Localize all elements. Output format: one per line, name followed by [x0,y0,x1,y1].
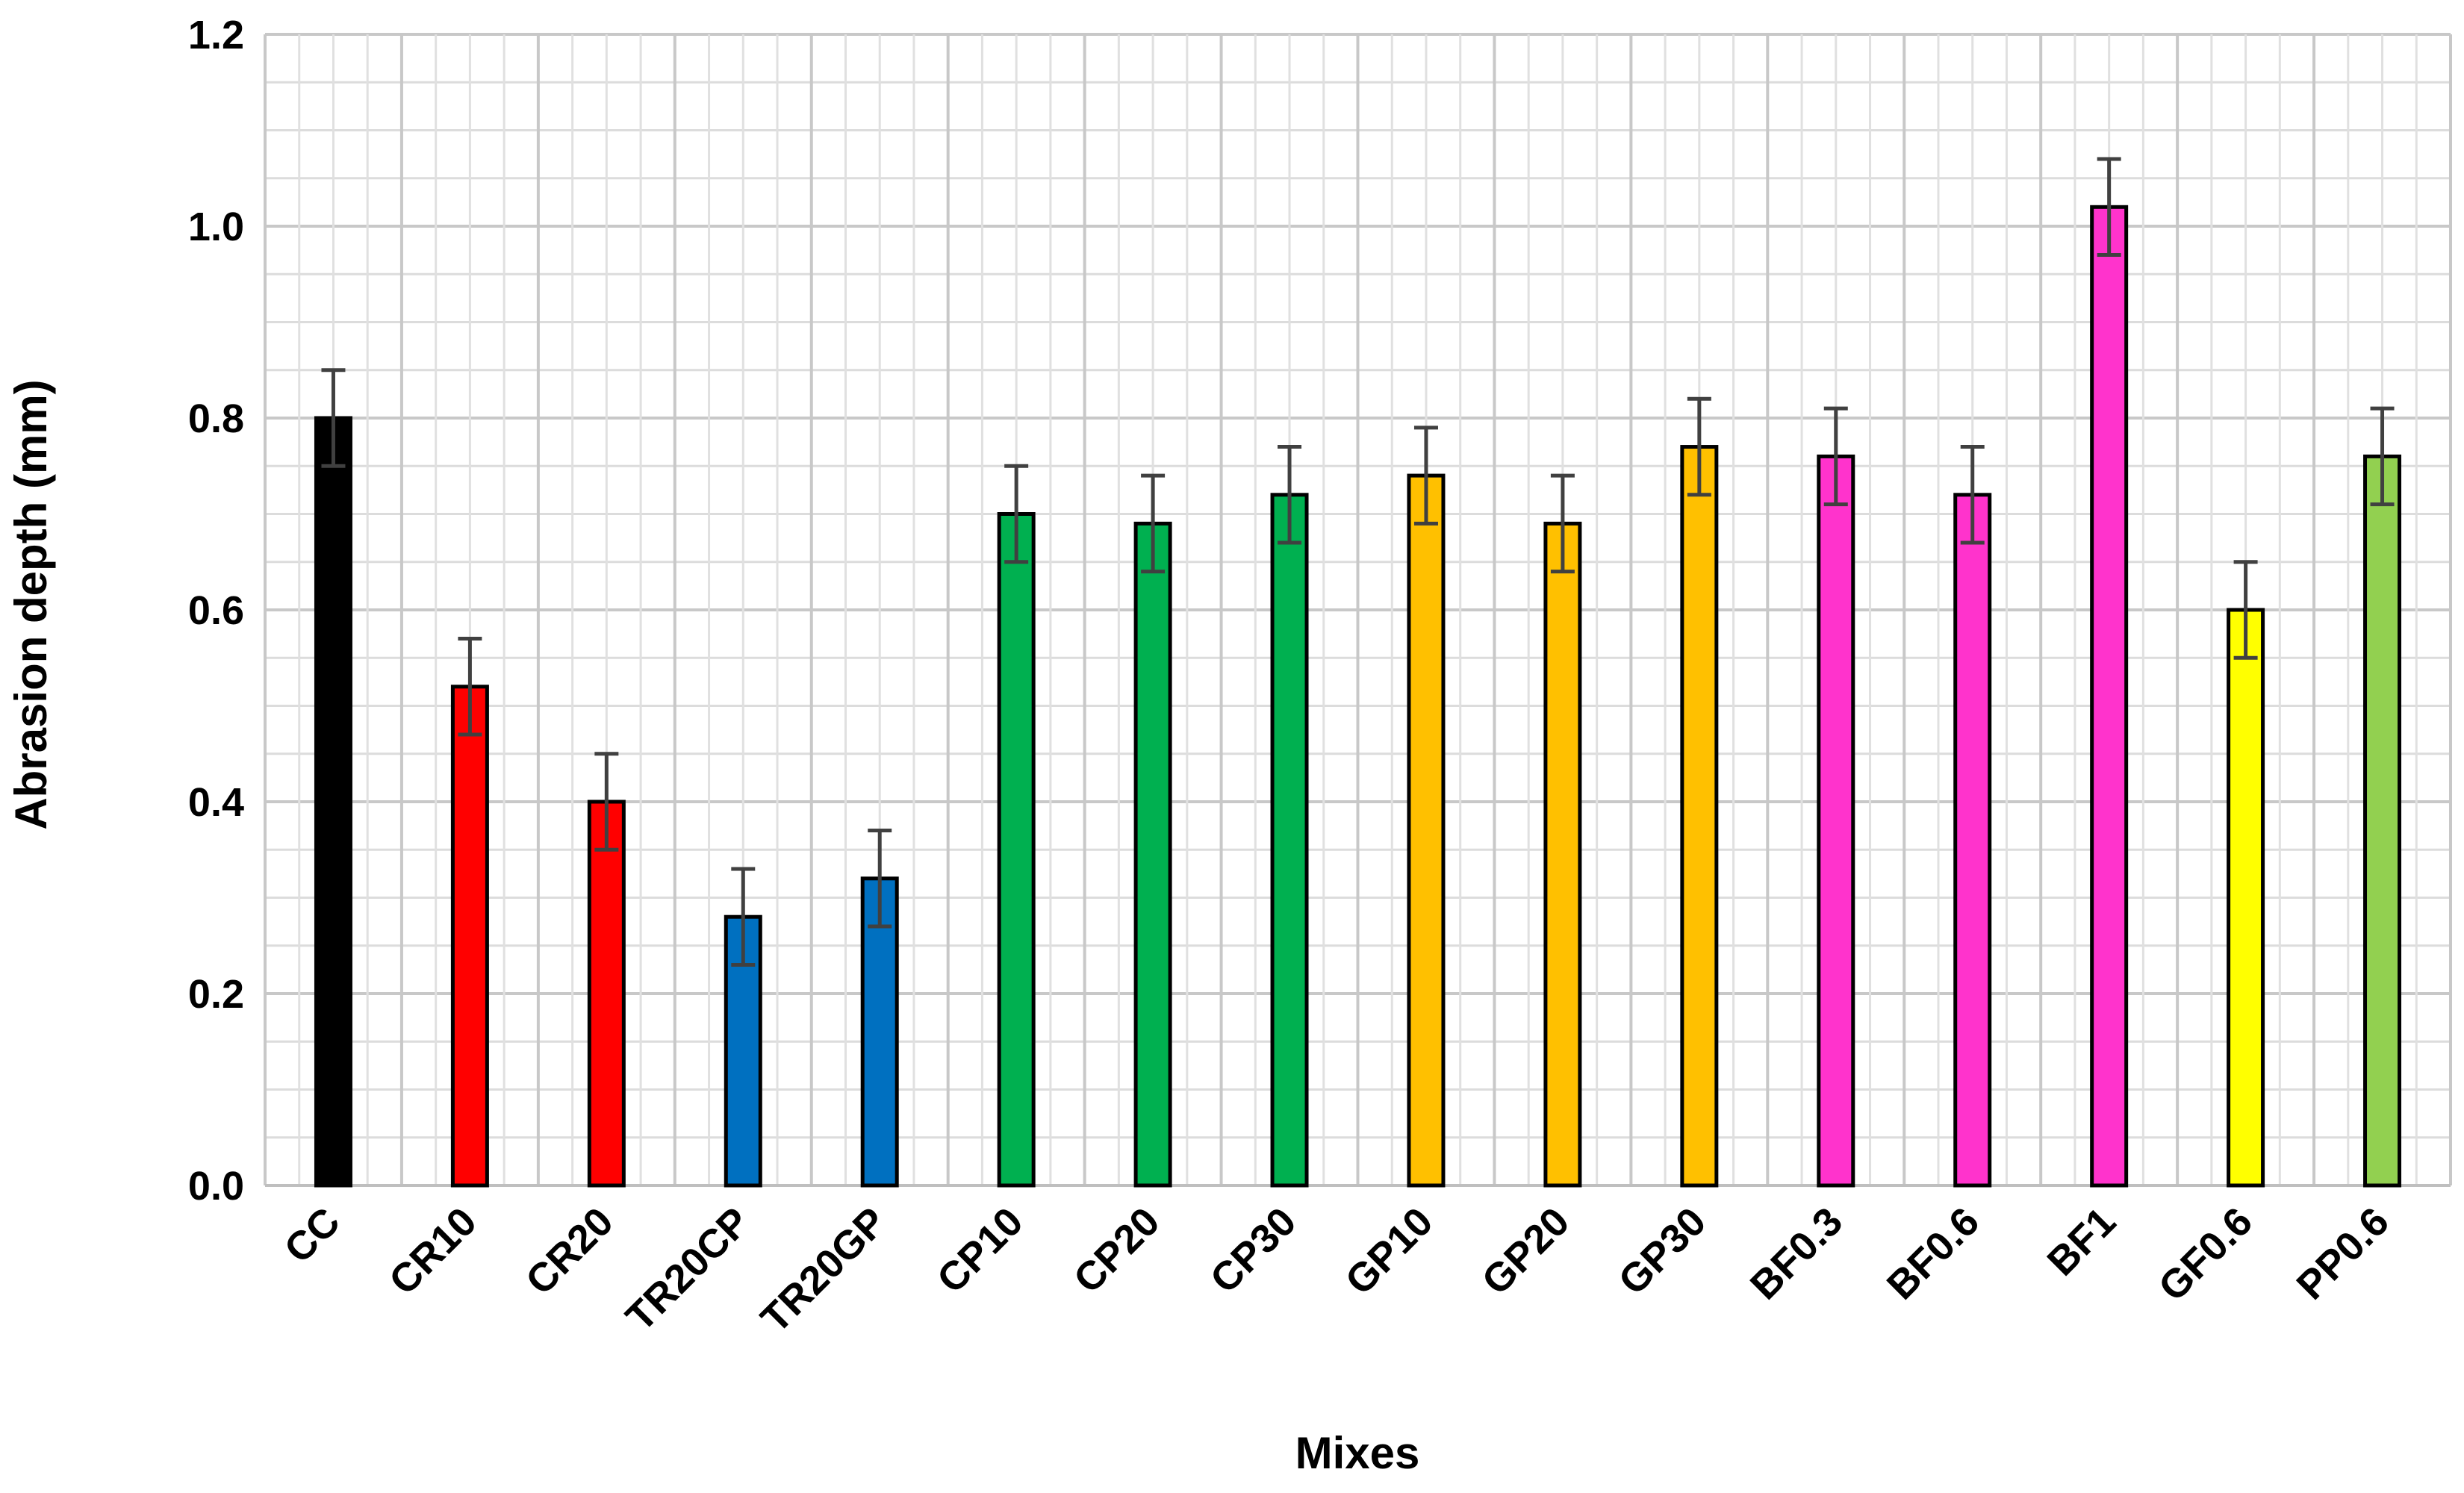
x-tick-label: BF0.3 [1742,1199,1851,1308]
x-tick-label: BF1 [2039,1199,2125,1285]
bar-CP20 [1133,521,1172,1188]
y-tick-label: 1.2 [188,13,244,57]
bars [314,205,2402,1188]
bar-CP10 [997,512,1036,1188]
x-tick-label: CR10 [381,1199,485,1303]
x-axis-title: Mixes [1295,1428,1420,1478]
x-tick-label: CP10 [929,1199,1032,1302]
bar-GP20 [1543,521,1582,1188]
y-tick-label: 0.8 [188,396,244,441]
bar-BF0.6 [1953,493,1992,1188]
y-axis-ticks: 0.0 0.2 0.4 0.6 0.8 1.0 1.2 [188,13,244,1209]
y-tick-label: 0.0 [188,1164,244,1209]
bar-BF0.3 [1817,454,1855,1188]
x-tick-label: BF0.6 [1879,1199,1988,1308]
y-tick-label: 0.2 [188,972,244,1017]
bar-GP10 [1407,473,1446,1188]
grid [264,33,2452,1187]
bar-CR10 [450,685,489,1188]
bar-CC [314,416,352,1188]
x-tick-label: GP10 [1337,1199,1441,1303]
x-tick-label: GP20 [1473,1199,1578,1303]
x-tick-label: GP30 [1610,1199,1714,1303]
x-tick-label: CP30 [1202,1199,1305,1302]
x-tick-label: TR20CP [617,1199,759,1340]
bar-PP0.6 [2363,454,2402,1188]
y-tick-label: 0.4 [188,780,244,825]
bar-CR20 [587,800,626,1188]
x-tick-label: GF0.6 [2150,1199,2262,1310]
bar-GF0.6 [2227,608,2265,1188]
x-tick-label: CR20 [517,1199,622,1303]
x-tick-label: CC [276,1199,349,1272]
error-bars [321,157,2395,967]
x-tick-label: PP0.6 [2289,1199,2398,1308]
bar-GP30 [1680,445,1719,1188]
y-tick-label: 0.6 [188,588,244,633]
bar-CP30 [1270,493,1309,1188]
bar-BF1 [2090,205,2129,1188]
y-axis-title: Abrasion depth (mm) [6,379,56,829]
x-tick-label: CP20 [1065,1199,1169,1302]
x-tick-label: TR20GP [753,1199,895,1341]
y-tick-label: 1.0 [188,205,244,249]
